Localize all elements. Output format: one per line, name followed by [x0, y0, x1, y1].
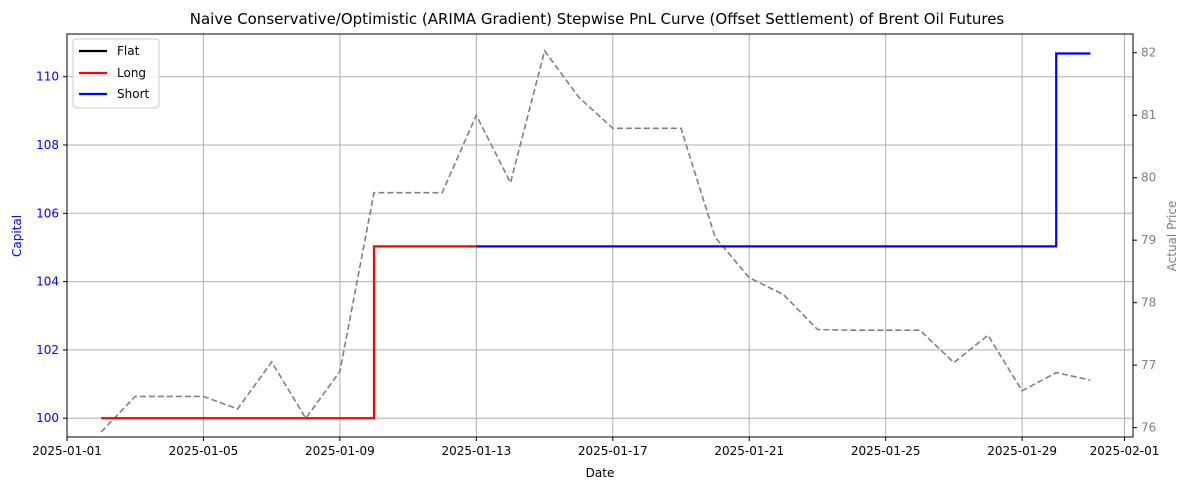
x-tick-label: 2025-01-25 [851, 444, 921, 458]
y-left-tick-label: 104 [36, 275, 59, 289]
plot-frame [66, 33, 1134, 438]
y-left-tick-label: 106 [36, 206, 59, 220]
x-axis-label: Date [586, 466, 615, 480]
legend: Flat Long Short [72, 38, 160, 109]
x-tick-label: 2025-02-01 [1090, 444, 1160, 458]
legend-label-short: Short [117, 87, 149, 101]
x-tick-label: 2025-01-05 [169, 444, 239, 458]
y-right-tick-label: 79 [1141, 233, 1156, 247]
x-tick-label: 2025-01-17 [578, 444, 648, 458]
x-tick-label: 2025-01-21 [714, 444, 784, 458]
y-axis-left-label: Capital [10, 215, 24, 257]
x-tick-label: 2025-01-29 [987, 444, 1057, 458]
y-left-tick-label: 102 [36, 343, 59, 357]
legend-frame [72, 38, 160, 109]
axis-layer: 2025-01-01 2025-01-05 2025-01-09 2025-01-13… [32, 46, 1159, 458]
series-layer [100, 49, 1091, 433]
y-left-tick-label: 110 [36, 70, 59, 84]
x-tick-label: 2025-01-01 [32, 444, 102, 458]
y-right-tick-label: 76 [1141, 421, 1156, 435]
y-right-tick-label: 80 [1141, 171, 1156, 185]
y-axis-right-label: Actual Price [1165, 201, 1179, 272]
x-tick-label: 2025-01-13 [441, 444, 511, 458]
capital-line-long [101, 245, 477, 420]
legend-label-long: Long [117, 66, 146, 80]
y-right-tick-label: 81 [1141, 108, 1156, 122]
price-line [100, 49, 1091, 433]
legend-label-flat: Flat [117, 44, 140, 58]
y-left-tick-label: 108 [36, 138, 59, 152]
y-left-tick-label: 100 [36, 411, 59, 425]
y-right-tick-label: 82 [1141, 46, 1156, 60]
capital-line-short [476, 52, 1091, 248]
chart-title: Naive Conservative/Optimistic (ARIMA Gra… [190, 10, 1005, 28]
x-tick-label: 2025-01-09 [305, 444, 375, 458]
y-right-tick-label: 78 [1141, 296, 1156, 310]
grid-layer [66, 34, 1133, 437]
y-right-tick-label: 77 [1141, 358, 1156, 372]
